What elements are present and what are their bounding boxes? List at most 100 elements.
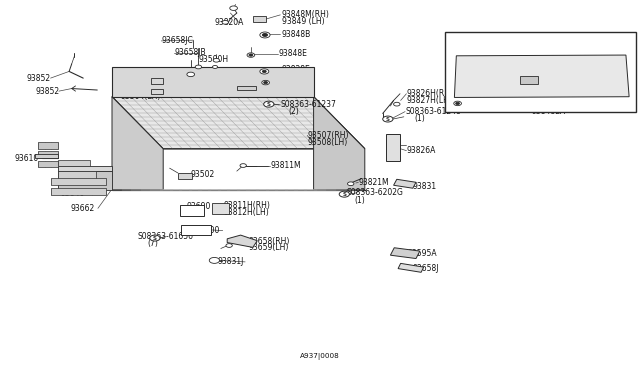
Polygon shape <box>394 179 416 188</box>
Text: 93826A: 93826A <box>406 146 436 155</box>
Text: S08363-6202G: S08363-6202G <box>347 188 404 197</box>
Text: 93848B: 93848B <box>282 30 311 39</box>
Polygon shape <box>398 263 424 272</box>
Circle shape <box>257 18 263 22</box>
Text: 93658JC: 93658JC <box>161 36 193 45</box>
Text: 93508(LH): 93508(LH) <box>307 138 348 147</box>
Text: 96204: 96204 <box>282 82 306 91</box>
Text: S08363-61656: S08363-61656 <box>138 232 193 241</box>
Text: S: S <box>342 192 346 197</box>
Polygon shape <box>58 160 90 166</box>
Polygon shape <box>38 161 58 167</box>
Polygon shape <box>181 225 211 235</box>
Polygon shape <box>180 205 204 216</box>
Circle shape <box>262 80 269 85</box>
Polygon shape <box>520 76 538 84</box>
Text: S: S <box>267 102 271 107</box>
Circle shape <box>348 182 354 186</box>
Text: S08363-61248: S08363-61248 <box>405 107 461 116</box>
Text: 93500H: 93500H <box>198 55 228 64</box>
Circle shape <box>222 20 228 24</box>
Circle shape <box>454 101 461 106</box>
Text: 93650(RH): 93650(RH) <box>223 67 264 76</box>
Bar <box>445 32 636 112</box>
Polygon shape <box>151 78 163 84</box>
Circle shape <box>150 235 160 241</box>
Text: 93640: 93640 <box>61 189 85 198</box>
Polygon shape <box>454 55 629 97</box>
Text: 93610: 93610 <box>14 154 38 163</box>
Circle shape <box>230 6 237 10</box>
Polygon shape <box>151 89 163 94</box>
Text: 93826H(RH): 93826H(RH) <box>406 89 453 98</box>
Polygon shape <box>35 154 58 158</box>
Text: 93812H(LH): 93812H(LH) <box>224 208 269 217</box>
Polygon shape <box>178 173 192 179</box>
Text: 93502: 93502 <box>191 170 215 179</box>
Circle shape <box>264 101 274 107</box>
Circle shape <box>195 65 202 69</box>
Text: 93500: 93500 <box>195 226 220 235</box>
Polygon shape <box>390 248 420 259</box>
Text: 93811M: 93811M <box>270 161 301 170</box>
Circle shape <box>411 251 419 256</box>
Text: S: S <box>153 235 157 241</box>
Circle shape <box>212 65 218 68</box>
Text: A937|0008: A937|0008 <box>300 353 340 360</box>
Polygon shape <box>112 67 314 97</box>
Text: 93507(RH): 93507(RH) <box>307 131 349 140</box>
Text: 93821M: 93821M <box>358 178 389 187</box>
Circle shape <box>456 102 460 105</box>
Circle shape <box>209 257 220 263</box>
Polygon shape <box>253 16 266 22</box>
Text: (7): (7) <box>147 239 158 248</box>
Text: 93848M(RH): 93848M(RH) <box>282 10 330 19</box>
Text: 93595A: 93595A <box>407 249 436 258</box>
Text: 93852: 93852 <box>27 74 51 83</box>
Circle shape <box>262 70 266 73</box>
Text: 93849 (LH): 93849 (LH) <box>282 17 324 26</box>
Text: 93653(LH): 93653(LH) <box>223 74 263 83</box>
Polygon shape <box>58 171 96 179</box>
Text: 93503(RH): 93503(RH) <box>120 86 162 95</box>
Text: 93504(LH): 93504(LH) <box>120 92 161 101</box>
Text: 93658JA: 93658JA <box>118 70 150 79</box>
Text: S08363-61237: S08363-61237 <box>280 100 336 109</box>
Text: 93811H(RH): 93811H(RH) <box>224 201 271 210</box>
Circle shape <box>264 81 268 84</box>
Polygon shape <box>237 86 256 90</box>
Text: 93658JB: 93658JB <box>174 48 205 57</box>
Polygon shape <box>112 97 365 149</box>
Polygon shape <box>38 151 58 158</box>
Text: 93848E: 93848E <box>278 49 307 58</box>
Text: 93659(LH): 93659(LH) <box>248 243 289 252</box>
Polygon shape <box>386 134 400 161</box>
Polygon shape <box>58 171 112 190</box>
Polygon shape <box>51 188 106 195</box>
Circle shape <box>339 191 349 197</box>
Text: 93690: 93690 <box>187 202 211 211</box>
Circle shape <box>260 69 269 74</box>
Polygon shape <box>112 97 163 190</box>
Text: 93658(RH): 93658(RH) <box>248 237 290 246</box>
Circle shape <box>240 164 246 167</box>
Text: 93662: 93662 <box>70 204 95 213</box>
Circle shape <box>213 58 220 62</box>
Circle shape <box>247 53 255 57</box>
Text: 93640: 93640 <box>64 178 88 187</box>
Text: 93831: 93831 <box>413 182 437 190</box>
Polygon shape <box>314 97 365 190</box>
Circle shape <box>383 116 393 122</box>
Text: 93848EA: 93848EA <box>531 107 565 116</box>
Text: 93828E: 93828E <box>282 65 310 74</box>
Circle shape <box>394 102 400 106</box>
Polygon shape <box>38 142 58 149</box>
Circle shape <box>262 33 268 36</box>
Text: S: S <box>386 116 390 122</box>
Text: (2): (2) <box>288 107 299 116</box>
Circle shape <box>187 72 195 77</box>
Polygon shape <box>212 203 229 214</box>
Text: 93852: 93852 <box>35 87 60 96</box>
Polygon shape <box>58 166 112 171</box>
Text: (1): (1) <box>354 196 365 205</box>
